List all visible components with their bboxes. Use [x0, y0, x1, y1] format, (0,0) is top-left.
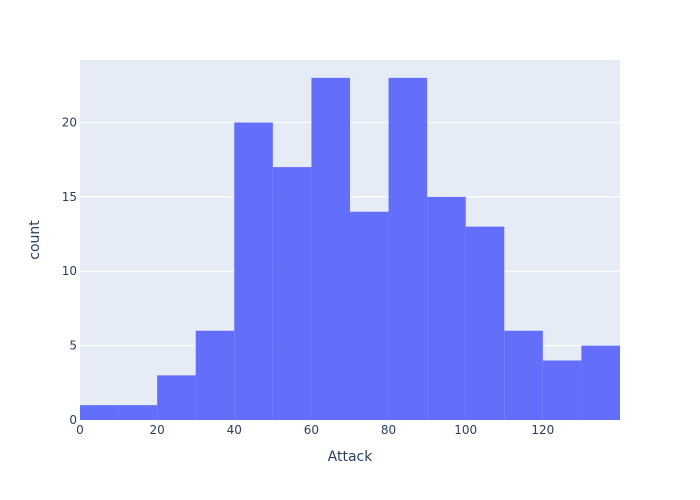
- histogram-bar: [581, 345, 620, 420]
- x-axis-ticks: 0 20 40 60 80 100 120: [76, 423, 554, 437]
- histogram-bar: [118, 405, 158, 420]
- x-tick-label: 120: [531, 423, 554, 437]
- histogram-bar: [234, 122, 273, 420]
- histogram-bar: [504, 330, 543, 420]
- histogram-bar: [311, 77, 350, 420]
- histogram-bar: [427, 196, 466, 420]
- y-tick-label: 0: [69, 413, 77, 427]
- bars: [80, 77, 620, 420]
- x-tick-label: 60: [304, 423, 319, 437]
- y-tick-label: 10: [62, 264, 77, 278]
- histogram-bar: [542, 360, 582, 420]
- y-axis-title: count: [27, 220, 43, 260]
- x-tick-label: 0: [76, 423, 84, 437]
- y-axis-ticks: 0 5 10 15 20: [62, 115, 77, 427]
- y-tick-label: 5: [69, 339, 77, 353]
- histogram-bar: [80, 405, 119, 420]
- histogram-bar: [350, 211, 389, 420]
- y-tick-label: 20: [62, 115, 77, 129]
- x-tick-label: 40: [227, 423, 242, 437]
- histogram-bar: [388, 77, 428, 420]
- histogram-bar: [465, 226, 505, 420]
- y-tick-label: 15: [62, 190, 77, 204]
- histogram-bar: [272, 167, 312, 420]
- x-tick-label: 20: [150, 423, 165, 437]
- x-tick-label: 80: [381, 423, 396, 437]
- x-axis-title: Attack: [328, 449, 374, 465]
- histogram-bar: [157, 375, 196, 420]
- x-tick-label: 100: [454, 423, 477, 437]
- histogram-bar: [195, 330, 235, 420]
